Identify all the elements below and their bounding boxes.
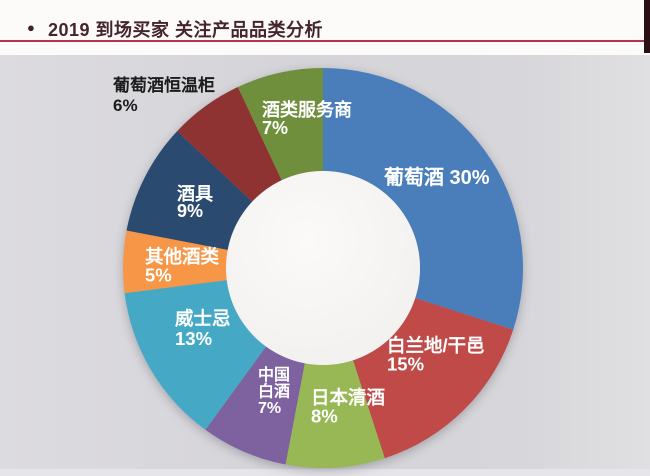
slide-header: ● 2019 到场买家 关注产品品类分析 — [0, 0, 650, 55]
corner-accent-strip — [644, 0, 650, 53]
header-rule — [0, 40, 650, 42]
pie-slice-5 — [122, 230, 228, 294]
pie-slice-2 — [285, 360, 385, 468]
slice-label-2: 日本清酒 8% — [311, 387, 386, 427]
pie-slice-3 — [205, 346, 305, 465]
pie-slice-0 — [323, 68, 523, 330]
slice-label-7: 葡萄酒恒温柜 6% — [112, 75, 215, 115]
slice-label-8: 酒类服务商 7% — [262, 99, 352, 138]
slice-label-3: 中国白酒 7% — [258, 365, 290, 417]
pie-slice-4 — [124, 280, 266, 430]
donut-hole — [226, 171, 420, 365]
pie-slice-6 — [126, 131, 253, 250]
slice-label-6: 酒具 9% — [177, 183, 213, 221]
slice-label-4: 威士忌 13% — [175, 308, 231, 349]
bullet-icon: ● — [27, 20, 35, 35]
slice-label-5: 其他酒类 5% — [145, 246, 220, 286]
slice-label-0: 葡萄酒 30% — [383, 165, 490, 189]
bottom-strip — [0, 469, 650, 476]
pie-slice-1 — [352, 297, 514, 459]
slice-label-1: 白兰地/干邑 15% — [387, 335, 485, 375]
page-title: 2019 到场买家 关注产品品类分析 — [48, 20, 324, 40]
pie-slice-8 — [237, 68, 323, 181]
pie-slice-7 — [177, 87, 282, 202]
